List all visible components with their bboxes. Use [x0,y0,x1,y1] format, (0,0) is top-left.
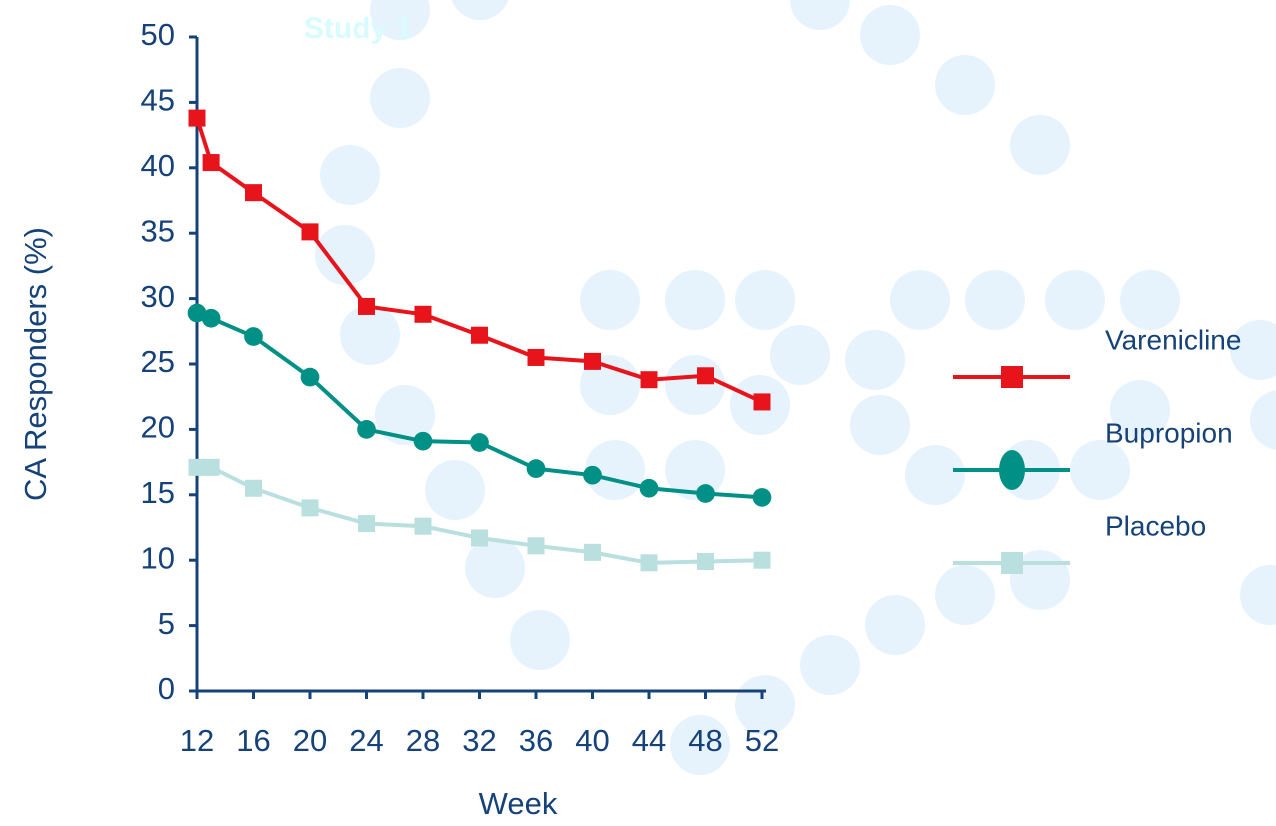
x-tick-label: 28 [406,723,440,758]
y-tick-label: 5 [158,606,175,641]
legend-label: Bupropion [1105,417,1233,448]
x-tick-label: 44 [632,723,666,758]
data-point [471,529,488,547]
x-tick-label: 36 [519,723,553,758]
data-point [696,484,715,503]
data-point [187,303,207,323]
data-point [526,459,546,478]
data-point [245,479,262,497]
y-tick-label: 25 [141,344,175,379]
legend-marker [1001,552,1023,574]
y-tick-label: 10 [141,540,175,575]
x-tick-label: 12 [180,723,214,758]
data-point [640,554,658,572]
y-tick-label: 0 [158,671,175,706]
data-point [583,465,602,485]
data-point [201,308,221,328]
data-point [414,305,432,323]
data-point [188,458,206,476]
data-point [471,326,488,344]
data-point [527,348,545,366]
data-point [244,327,263,346]
y-tick-label: 30 [141,279,175,314]
data-point [358,297,375,315]
data-point [188,109,206,127]
data-point [752,488,772,507]
y-tick-label: 45 [141,83,175,118]
y-tick-label: 40 [141,148,175,183]
data-point [697,553,714,571]
x-tick-label: 20 [293,723,327,758]
y-tick-label: 35 [141,213,175,248]
data-point [753,393,771,411]
background-dots [315,0,1276,775]
data-point [527,537,545,555]
y-axis-label: CA Responders (%) [18,227,53,501]
series-line [195,117,763,404]
x-axis-label: Week [479,786,558,821]
data-point [413,431,433,451]
data-point [414,517,432,535]
data-point [301,223,319,241]
data-point [202,154,220,172]
data-point [358,515,375,533]
x-tick-label: 24 [349,723,383,758]
legend-label: Placebo [1105,510,1206,541]
data-point [753,551,771,569]
data-point [202,458,220,476]
data-point [697,367,714,385]
data-point [470,433,489,452]
x-tick-label: 52 [745,723,779,758]
data-point [639,478,659,498]
x-tick-label: 40 [575,723,609,758]
data-point [301,499,319,517]
data-point [640,371,658,389]
y-tick-label: 15 [141,475,175,510]
y-tick-label: 20 [141,410,175,445]
data-point [357,420,376,439]
data-point [245,184,262,202]
legend-marker [999,450,1025,490]
data-point [584,352,601,370]
x-tick-label: 16 [236,723,270,758]
x-tick-label: 32 [462,723,496,758]
y-tick-label: 50 [141,17,175,52]
chart-title: Study 1 [304,12,412,45]
data-point [300,367,320,387]
x-tick-label: 48 [688,723,722,758]
legend-label: Varenicline [1105,324,1241,355]
data-point [584,543,601,561]
legend-marker [1001,366,1023,388]
